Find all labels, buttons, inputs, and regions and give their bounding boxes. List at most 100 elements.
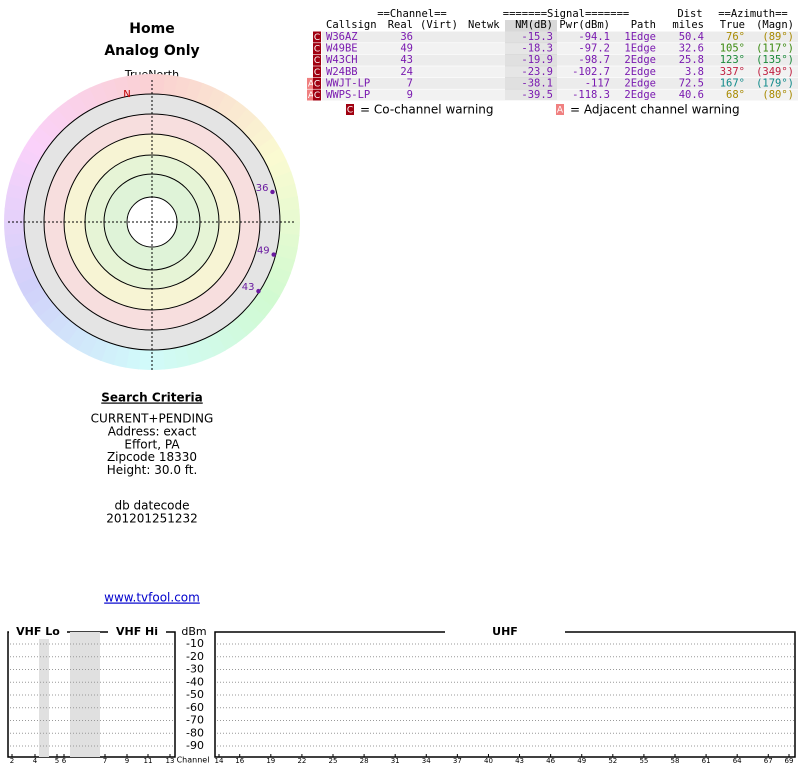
y-tick-label: -40 [186,675,204,688]
azimuth-ring [66,326,88,351]
channel-label: 2 [10,757,14,765]
band-label: VHF Hi [116,625,158,638]
channel-label: 9 [125,757,129,765]
azimuth-ring [163,74,179,97]
channel-label: 6 [62,757,67,765]
station-label: 49 [257,246,270,257]
station-label: 43 [242,282,255,293]
row-bg [322,89,798,101]
site-link[interactable]: www.tvfool.com [104,591,200,605]
flag: C [314,56,320,66]
legend-box [346,104,354,115]
search-line: CURRENT+PENDING [91,412,214,426]
search-line: Height: 30.0 ft. [107,463,198,477]
y-tick-label: -50 [186,688,204,701]
azimuth-ring [242,117,267,141]
column-header: NM(dB) [515,19,553,31]
azimuth-ring [195,82,216,107]
azimuth-ring [67,93,89,118]
cell-true: 68° [726,89,745,101]
flag: C [314,45,320,55]
cell-dist: 32.6 [679,43,704,55]
azimuth-ring [30,294,54,318]
title: Home [129,21,174,37]
datecode: 201201251232 [106,512,198,526]
cell-real: 49 [400,43,413,55]
channel-label: 4 [33,757,38,765]
flag-box [313,66,321,78]
azimuth-ring [173,345,191,368]
azimuth-ring [262,148,287,169]
cell-pwr: -98.7 [578,54,610,66]
x-axis-label: Channel [177,756,210,765]
azimuth-ring [12,158,37,179]
channel-label: 67 [764,757,773,765]
azimuth-ring [277,233,300,249]
column-header: Path [631,19,656,31]
search-line: Effort, PA [124,437,180,451]
cell-real: 9 [407,89,413,101]
channel-label: 61 [702,757,711,765]
y-tick-label: -60 [186,701,204,714]
azimuth-ring [56,100,80,124]
azimuth-ring [215,326,237,351]
cell-dist: 40.6 [679,89,704,101]
search-line: Zipcode 18330 [107,450,197,464]
station-marker [271,252,276,257]
flag: C [314,79,320,89]
azimuth-ring [275,183,298,201]
column-header: (Virt) [420,19,458,31]
azimuth-ring [113,76,131,99]
station-marker [270,189,275,195]
flag-box [313,43,321,55]
cell-nm: -19.9 [521,54,553,66]
azimuth-ring [4,232,26,248]
azimuth-ring [30,125,55,149]
band-shade [39,632,49,757]
azimuth-ring [279,209,301,224]
unit-label: dBm [181,625,206,638]
column-header: Pwr(dBm) [559,19,610,31]
flag-box [307,89,315,101]
cell-callsign: W43CH [326,54,358,66]
cell-pwr: -94.1 [578,31,610,43]
azimuth-ring [3,220,25,235]
azimuth-ring [279,222,300,237]
azimuth-ring [185,79,204,103]
flag-box [313,54,321,66]
cell-path: 2Edge [624,89,656,101]
channel-label: 28 [360,757,369,765]
cell-true: 167° [720,77,745,89]
channel-label: 25 [329,757,338,765]
legend-box [556,104,564,115]
station-label: 36 [256,183,269,194]
flag-box [313,77,321,89]
cell-dist: 72.5 [679,77,704,89]
flag: C [314,91,320,101]
row-bg [322,77,798,89]
band-label-bg [108,625,166,639]
azimuth-ring [76,332,98,357]
band-label-bg [445,625,565,639]
row-bg [322,43,798,55]
cell-magn: (89°) [762,31,794,43]
azimuth-ring [206,87,228,112]
y-tick-label: -10 [186,637,204,650]
cell-real: 24 [400,66,413,78]
channel-label: 31 [391,757,400,765]
row-bg [322,31,798,43]
azimuth-ring [256,286,281,308]
channel-label: 14 [215,757,224,765]
cell-path: 1Edge [624,31,656,43]
group-header: Dist [677,8,702,20]
station-marker [256,288,261,294]
azimuth-ring [216,93,238,118]
azimuth-ring [137,349,152,370]
legend-flag: A [557,106,564,116]
cell-magn: (80°) [762,89,794,101]
azimuth-ring [4,207,25,222]
channel-label: 69 [785,757,794,765]
cell-dist: 25.8 [679,54,704,66]
